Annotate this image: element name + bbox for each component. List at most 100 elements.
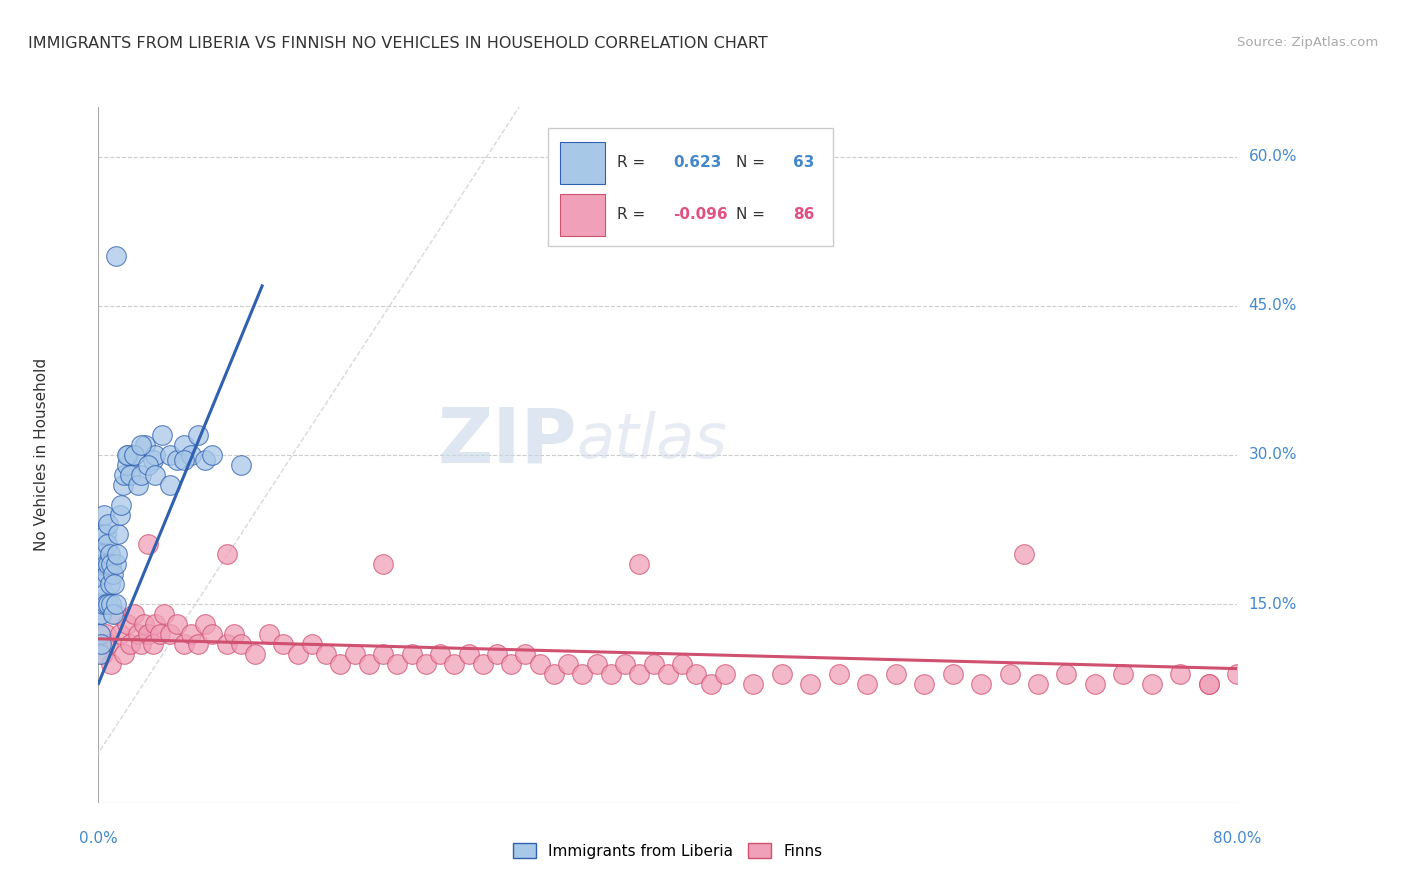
Point xyxy=(97,558,120,572)
Point xyxy=(515,647,537,661)
Point xyxy=(543,666,565,681)
Point xyxy=(614,657,637,671)
Point xyxy=(100,657,122,671)
Legend: Immigrants from Liberia, Finns: Immigrants from Liberia, Finns xyxy=(508,837,828,864)
Point xyxy=(770,666,793,681)
Point xyxy=(457,647,479,661)
Point xyxy=(90,577,112,591)
Point xyxy=(1140,676,1163,690)
Bar xyxy=(560,194,605,235)
Point xyxy=(91,647,114,661)
Point xyxy=(104,597,127,611)
Point xyxy=(315,647,337,661)
Point xyxy=(104,558,127,572)
Point xyxy=(101,567,124,582)
Point xyxy=(111,477,134,491)
Text: ZIP: ZIP xyxy=(437,404,576,478)
Point xyxy=(259,627,281,641)
Point xyxy=(1012,547,1035,561)
Point xyxy=(201,448,224,462)
Point xyxy=(657,666,679,681)
Point xyxy=(118,637,141,651)
Text: 86: 86 xyxy=(793,207,814,222)
Point xyxy=(108,627,131,641)
Point xyxy=(884,666,907,681)
Point xyxy=(136,627,159,641)
Point xyxy=(129,467,152,482)
Point xyxy=(129,637,152,651)
Text: atlas: atlas xyxy=(576,411,728,471)
Point xyxy=(104,249,127,263)
Point xyxy=(98,547,121,561)
Point xyxy=(173,453,195,467)
Point xyxy=(91,558,114,572)
Point xyxy=(194,616,217,631)
Point xyxy=(215,547,238,561)
Point xyxy=(387,657,409,671)
Point xyxy=(1226,666,1249,681)
Point xyxy=(153,607,176,621)
Point xyxy=(1198,676,1220,690)
Point xyxy=(373,558,395,572)
Point xyxy=(89,647,111,661)
Point xyxy=(187,637,209,651)
Point xyxy=(141,453,163,467)
Point xyxy=(1198,676,1220,690)
Point xyxy=(97,597,120,611)
Point xyxy=(90,637,112,651)
Point xyxy=(115,458,138,472)
Point xyxy=(628,558,651,572)
Point xyxy=(108,508,131,522)
Point xyxy=(115,616,138,631)
Point xyxy=(243,647,266,661)
Point xyxy=(585,657,607,671)
Point xyxy=(357,657,380,671)
Point xyxy=(145,616,167,631)
Point xyxy=(105,547,128,561)
Point xyxy=(94,527,117,541)
Point xyxy=(97,637,120,651)
Point xyxy=(166,453,188,467)
Point xyxy=(110,498,132,512)
Point xyxy=(970,676,993,690)
Point xyxy=(429,647,451,661)
Point xyxy=(173,637,195,651)
Point xyxy=(699,676,721,690)
Text: 63: 63 xyxy=(793,155,814,170)
Point xyxy=(1112,666,1135,681)
Point xyxy=(501,657,523,671)
Point xyxy=(273,637,295,651)
Text: 80.0%: 80.0% xyxy=(1213,830,1261,846)
Point xyxy=(912,676,935,690)
Text: IMMIGRANTS FROM LIBERIA VS FINNISH NO VEHICLES IN HOUSEHOLD CORRELATION CHART: IMMIGRANTS FROM LIBERIA VS FINNISH NO VE… xyxy=(28,36,768,51)
Point xyxy=(118,467,141,482)
Point xyxy=(1084,676,1107,690)
Point xyxy=(194,453,217,467)
Point xyxy=(122,448,145,462)
Point xyxy=(373,647,395,661)
Point xyxy=(443,657,465,671)
Point xyxy=(112,467,135,482)
Point xyxy=(89,627,111,641)
Text: 0.0%: 0.0% xyxy=(79,830,118,846)
FancyBboxPatch shape xyxy=(548,128,832,246)
Point xyxy=(571,666,593,681)
Point xyxy=(998,666,1021,681)
Point xyxy=(127,627,149,641)
Text: R =: R = xyxy=(617,155,650,170)
Point xyxy=(90,607,112,621)
Point xyxy=(91,597,114,611)
Text: N =: N = xyxy=(737,155,770,170)
Bar xyxy=(560,142,605,184)
Point xyxy=(96,537,118,551)
Point xyxy=(714,666,737,681)
Point xyxy=(229,458,252,472)
Point xyxy=(136,537,159,551)
Text: 45.0%: 45.0% xyxy=(1249,298,1296,313)
Point xyxy=(287,647,309,661)
Point xyxy=(529,657,551,671)
Point xyxy=(96,567,118,582)
Point xyxy=(141,637,163,651)
Point xyxy=(145,448,167,462)
Text: 0.623: 0.623 xyxy=(673,155,721,170)
